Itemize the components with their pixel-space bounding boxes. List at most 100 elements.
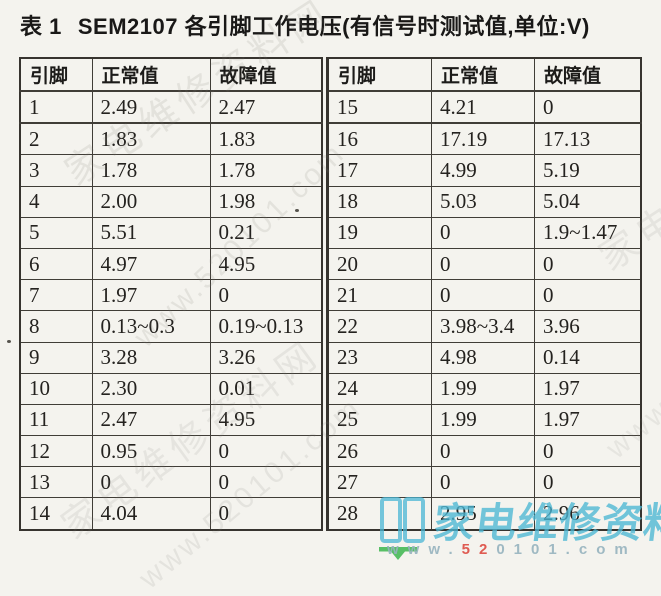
normal-value-cell: 2.00 xyxy=(91,185,211,218)
header-cell-normal: 正常值 xyxy=(431,57,535,92)
normal-value-cell: 4.97 xyxy=(91,247,211,281)
pin-number-cell: 18 xyxy=(327,185,432,218)
table-row: 3 1.78 1.78 xyxy=(19,154,323,187)
normal-value-cell: 1.78 xyxy=(91,154,211,187)
pin-number-cell: 28 xyxy=(327,497,432,531)
normal-value-cell: 4.99 xyxy=(431,154,535,187)
fault-value-cell: 1.98 xyxy=(209,185,323,218)
table-row: 5 5.51 0.21 xyxy=(19,216,323,249)
header-row: 引脚 正常值 故障值 xyxy=(327,57,641,92)
fault-value-cell: 1.83 xyxy=(209,122,323,156)
pin-number-cell: 21 xyxy=(327,279,432,312)
pin-number-cell: 15 xyxy=(327,90,432,125)
normal-value-cell: 1.97 xyxy=(91,279,211,312)
pin-number-cell: 12 xyxy=(19,435,93,468)
normal-value-cell: 2.47 xyxy=(91,403,211,437)
fault-value-cell: 0 xyxy=(534,247,641,281)
fault-value-cell: 0.14 xyxy=(534,341,641,374)
table-row: 1 2.49 2.47 xyxy=(19,90,323,125)
pin-voltage-table-right: 引脚 正常值 故障值 15 4.21 0 16 17.19 17.13 17 4.99 5.19… xyxy=(326,57,642,531)
fault-value-cell: 0 xyxy=(534,466,641,499)
normal-value-cell: 0 xyxy=(431,435,535,468)
header-cell-normal: 正常值 xyxy=(91,57,211,92)
page-title: 表 1 SEM2107 各引脚工作电压(有信号时测试值,单位:V) xyxy=(20,9,590,41)
fault-value-cell: 3.96 xyxy=(534,310,641,343)
normal-value-cell: 4.21 xyxy=(431,90,535,125)
normal-value-cell: 0 xyxy=(431,466,535,499)
table-row: 26 0 0 xyxy=(327,435,641,468)
table-row: 28 2.95 2.96 xyxy=(327,497,641,531)
normal-value-cell: 1.83 xyxy=(91,122,211,156)
url-prefix: www. xyxy=(387,541,462,558)
normal-value-cell: 5.03 xyxy=(431,185,535,218)
normal-value-cell: 0.95 xyxy=(91,435,211,468)
fault-value-cell: 17.13 xyxy=(534,122,641,156)
header-cell-fault: 故障值 xyxy=(534,57,641,92)
table-number-label: 表 1 xyxy=(20,14,62,39)
table-row: 9 3.28 3.26 xyxy=(19,341,323,374)
fault-value-cell: 0 xyxy=(534,435,641,468)
pin-number-cell: 19 xyxy=(327,216,432,249)
normal-value-cell: 5.51 xyxy=(91,216,211,249)
pin-number-cell: 17 xyxy=(327,154,432,187)
fault-value-cell: 0 xyxy=(534,90,641,125)
fault-value-cell: 0.21 xyxy=(209,216,323,249)
logo-underline-arrow xyxy=(379,547,417,560)
header-cell-fault: 故障值 xyxy=(209,57,323,92)
table-row: 23 4.98 0.14 xyxy=(327,341,641,374)
fault-value-cell: 2.47 xyxy=(209,90,323,125)
table-row: 16 17.19 17.13 xyxy=(327,122,641,156)
normal-value-cell: 3.98~3.4 xyxy=(431,310,535,343)
table-row: 22 3.98~3.4 3.96 xyxy=(327,310,641,343)
pin-number-cell: 20 xyxy=(327,247,432,281)
pin-number-cell: 14 xyxy=(19,497,93,531)
normal-value-cell: 1.99 xyxy=(431,403,535,437)
fault-value-cell: 1.97 xyxy=(534,372,641,405)
fault-value-cell: 0 xyxy=(534,279,641,312)
table-row: 14 4.04 0 xyxy=(19,497,323,531)
fault-value-cell: 0.01 xyxy=(209,372,323,405)
fault-value-cell: 0 xyxy=(209,497,323,531)
pin-number-cell: 10 xyxy=(19,372,93,405)
normal-value-cell: 4.04 xyxy=(91,497,211,531)
pin-number-cell: 26 xyxy=(327,435,432,468)
normal-value-cell: 0 xyxy=(431,247,535,281)
fault-value-cell: 0 xyxy=(209,466,323,499)
pin-number-cell: 22 xyxy=(327,310,432,343)
header-row: 引脚 正常值 故障值 xyxy=(19,57,323,92)
fault-value-cell: 4.95 xyxy=(209,247,323,281)
site-name-watermark: 家电维修资料网 xyxy=(430,500,661,546)
pin-number-cell: 6 xyxy=(19,247,93,281)
table-row: 12 0.95 0 xyxy=(19,435,323,468)
pin-number-cell: 2 xyxy=(19,122,93,156)
fault-value-cell: 2.96 xyxy=(534,497,641,531)
pin-number-cell: 7 xyxy=(19,279,93,312)
header-cell-pin: 引脚 xyxy=(327,57,432,92)
normal-value-cell: 0 xyxy=(431,279,535,312)
table-row: 25 1.99 1.97 xyxy=(327,403,641,437)
fault-value-cell: 3.26 xyxy=(209,341,323,374)
table-row: 6 4.97 4.95 xyxy=(19,247,323,281)
table-row: 17 4.99 5.19 xyxy=(327,154,641,187)
fault-value-cell: 1.78 xyxy=(209,154,323,187)
url-highlight: 52 xyxy=(461,541,497,558)
open-book-icon xyxy=(380,497,425,543)
table-title-text: SEM2107 各引脚工作电压(有信号时测试值,单位:V) xyxy=(77,14,590,39)
normal-value-cell: 0 xyxy=(431,216,535,249)
pin-number-cell: 13 xyxy=(19,466,93,499)
fault-value-cell: 5.19 xyxy=(534,154,641,187)
pin-number-cell: 8 xyxy=(19,310,93,343)
pin-number-cell: 3 xyxy=(19,154,93,187)
table-row: 10 2.30 0.01 xyxy=(19,372,323,405)
url-suffix: 0101.com xyxy=(496,541,637,558)
normal-value-cell: 0.13~0.3 xyxy=(91,310,211,343)
table-row: 7 1.97 0 xyxy=(19,279,323,312)
table-row: 18 5.03 5.04 xyxy=(327,185,641,218)
table-row: 27 0 0 xyxy=(327,466,641,499)
table-row: 24 1.99 1.97 xyxy=(327,372,641,405)
pin-number-cell: 27 xyxy=(327,466,432,499)
normal-value-cell: 3.28 xyxy=(91,341,211,374)
pin-voltage-table-left: 引脚 正常值 故障值 1 2.49 2.47 2 1.83 1.83 3 1.78 1.78 4 2… xyxy=(19,57,323,531)
scan-speck xyxy=(7,340,11,343)
fault-value-cell: 0.19~0.13 xyxy=(209,310,323,343)
